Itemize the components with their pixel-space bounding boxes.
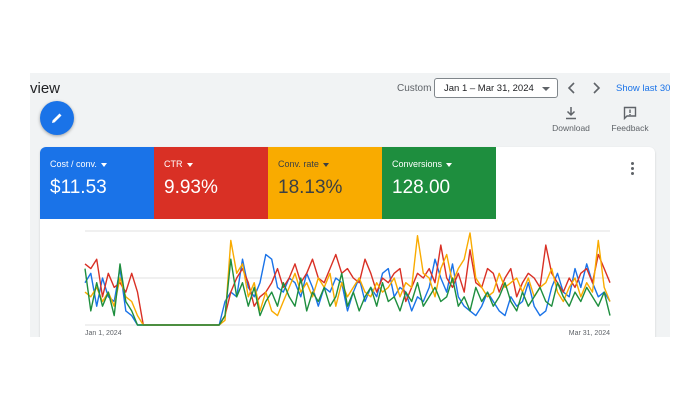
series-line-0 xyxy=(84,253,611,326)
download-label: Download xyxy=(552,123,590,133)
date-range-value: Jan 1 – Mar 31, 2024 xyxy=(444,83,534,94)
dropdown-caret-icon xyxy=(100,162,107,167)
metric-value: 18.13% xyxy=(278,177,343,198)
feedback-icon xyxy=(623,106,637,120)
dropdown-caret-icon xyxy=(446,162,453,167)
metric-tile-cost-per-conv[interactable]: Cost / conv. $11.53 xyxy=(40,147,154,219)
metric-label: CTR xyxy=(164,159,183,169)
x-tick-label-start: Jan 1, 2024 xyxy=(85,330,122,337)
show-last-link[interactable]: Show last 30 xyxy=(616,83,670,94)
dropdown-caret-icon xyxy=(542,87,550,91)
metric-tile-conversions[interactable]: Conversions 128.00 xyxy=(382,147,496,219)
date-range-select[interactable]: Jan 1 – Mar 31, 2024 xyxy=(434,78,558,98)
edit-fab-button[interactable] xyxy=(40,101,74,135)
download-button[interactable]: Download xyxy=(548,106,594,133)
page-title: view xyxy=(30,80,61,97)
metric-value: $11.53 xyxy=(50,177,107,198)
metric-label: Conv. rate xyxy=(278,159,319,169)
performance-card: Cost / conv. $11.53 CTR 9.93% Conv. rate… xyxy=(40,147,655,337)
feedback-label: Feedback xyxy=(611,123,649,133)
performance-line-chart: Jan 1, 2024 Mar 31, 2024 xyxy=(84,230,611,337)
chart-series xyxy=(84,232,611,326)
feedback-button[interactable]: Feedback xyxy=(607,106,653,133)
metric-value: 128.00 xyxy=(392,177,451,198)
pencil-icon xyxy=(52,113,62,123)
chevron-right-icon xyxy=(593,82,601,94)
next-period-button[interactable] xyxy=(590,81,602,95)
download-icon xyxy=(566,107,576,120)
metric-value: 9.93% xyxy=(164,177,218,198)
viewport: view Custom Jan 1 – Mar 31, 2024 Show la… xyxy=(30,73,670,337)
metric-label: Conversions xyxy=(392,159,443,169)
metric-tile-ctr[interactable]: CTR 9.93% xyxy=(154,147,268,219)
series-line-1 xyxy=(84,244,611,326)
series-line-3 xyxy=(84,258,611,326)
metric-tile-conv-rate[interactable]: Conv. rate 18.13% xyxy=(268,147,382,219)
x-tick-label-end: Mar 31, 2024 xyxy=(569,330,610,337)
more-options-icon[interactable] xyxy=(631,162,635,177)
metric-label: Cost / conv. xyxy=(50,159,97,169)
previous-period-button[interactable] xyxy=(566,81,578,95)
chevron-left-icon xyxy=(567,82,575,94)
custom-label: Custom xyxy=(397,83,432,94)
dropdown-caret-icon xyxy=(186,162,193,167)
dropdown-caret-icon xyxy=(322,162,329,167)
